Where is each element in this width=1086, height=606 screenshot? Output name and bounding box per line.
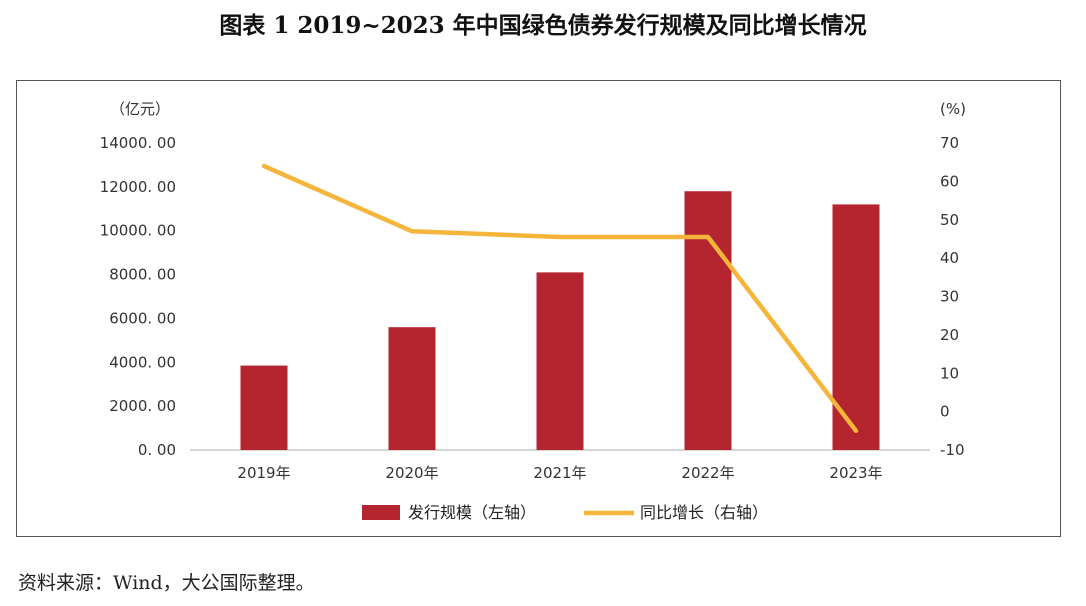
right-axis-tick-label: 0 [940,403,950,421]
left-axis-tick-label: 14000. 00 [100,134,176,152]
chart-svg: （亿元） 0. 00 2000. 00 4000. 00 6000. 00 8000. 0… [100,100,966,522]
x-axis-tick-label: 2023年 [829,464,882,482]
left-axis-unit: （亿元） [110,100,170,118]
right-axis-tick-label: 60 [940,172,959,190]
x-axis-tick-label: 2020年 [385,464,438,482]
right-axis-tick-label: 50 [940,211,959,229]
left-axis-tick-label: 2000. 00 [109,397,176,415]
right-axis-tick-label: 40 [940,249,959,267]
x-axis-tick-label: 2022年 [681,464,734,482]
x-axis-tick-label: 2019年 [237,464,290,482]
left-axis-tick-label: 12000. 00 [100,178,176,196]
bar [388,327,436,450]
right-axis-unit: (%) [940,100,966,118]
bar [240,365,288,450]
left-axis-tick-label: 8000. 00 [109,266,176,284]
right-axis-tick-label: 10 [940,364,959,382]
bar [684,191,732,450]
right-axis-tick-label: 20 [940,326,959,344]
bar [832,204,880,450]
legend-swatch-bar [362,505,400,520]
right-axis-tick-label: 30 [940,288,959,306]
line-point [263,165,265,167]
bar [536,272,584,450]
legend-label-line: 同比增长（右轴） [640,503,768,522]
left-axis-tick-label: 4000. 00 [109,353,176,371]
chart-title: 图表 1 2019~2023 年中国绿色债券发行规模及同比增长情况 [219,12,867,39]
left-axis-tick-label: 0. 00 [138,441,176,459]
source-note: 资料来源：Wind，大公国际整理。 [18,572,315,594]
right-axis-tick-label: -10 [940,441,965,459]
chart-frame [16,80,1061,537]
line-point [411,230,413,232]
x-axis-tick-label: 2021年 [533,464,586,482]
right-axis-tick-label: 70 [940,134,959,152]
legend-label-bar: 发行规模（左轴） [408,503,536,522]
left-axis-tick-label: 6000. 00 [109,309,176,327]
left-axis-tick-label: 10000. 00 [100,222,176,240]
line-point [707,236,709,238]
line-point [855,430,857,432]
line-point [559,236,561,238]
